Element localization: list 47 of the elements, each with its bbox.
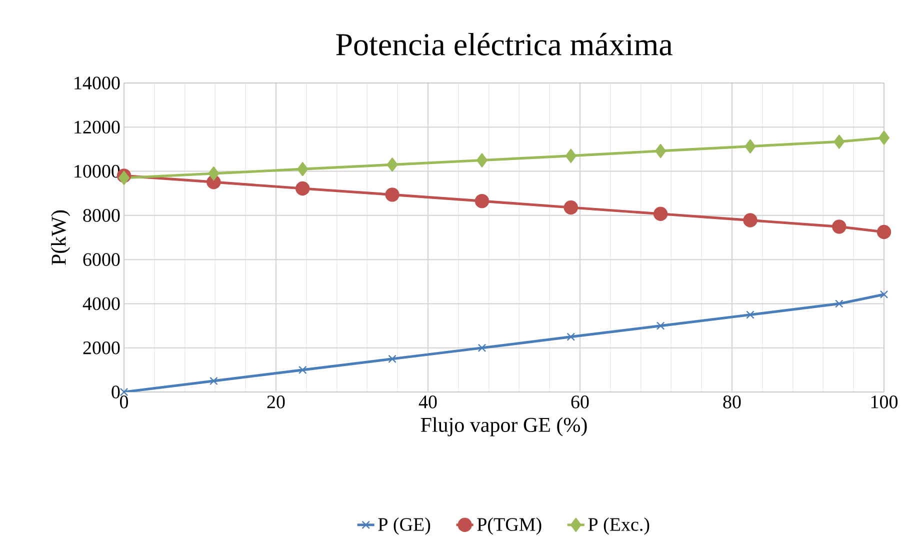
- point: [876, 224, 892, 240]
- point: [832, 220, 846, 234]
- point: [208, 166, 220, 181]
- point: [297, 162, 308, 176]
- y-tick-label: 12000: [74, 120, 120, 134]
- y-tick-label: 10000: [74, 164, 120, 178]
- point: [476, 153, 488, 168]
- x-tick-label: 80: [723, 396, 741, 408]
- x-tick-label: 0: [120, 396, 128, 408]
- y-tick-label: 8000: [83, 209, 120, 222]
- point: [474, 194, 490, 208]
- y-tick-label: 2000: [83, 341, 120, 354]
- point: [744, 139, 756, 154]
- legend-label: P(TGM): [477, 518, 542, 535]
- y-axis-title: P(kW): [51, 210, 70, 265]
- point: [118, 170, 130, 186]
- point: [656, 322, 665, 330]
- point: [386, 158, 398, 172]
- point: [835, 300, 844, 308]
- point: [880, 290, 888, 299]
- legend-label: P (GE): [378, 518, 430, 535]
- y-tick-label: 0: [112, 386, 120, 398]
- point: [653, 206, 668, 221]
- point: [746, 310, 754, 319]
- point: [834, 134, 845, 149]
- point: [878, 130, 890, 145]
- point: [743, 213, 758, 228]
- chart-title: Potencia eléctrica máxima: [336, 32, 672, 56]
- point: [478, 344, 486, 352]
- x-tick-label: 60: [571, 396, 589, 408]
- legend-label: P (Exc.): [588, 518, 650, 535]
- point: [210, 376, 218, 386]
- point: [296, 181, 310, 196]
- point: [298, 366, 307, 374]
- y-tick-label: 14000: [74, 76, 120, 90]
- point: [564, 200, 578, 215]
- point: [385, 188, 400, 202]
- y-tick-label: 6000: [83, 253, 120, 266]
- point: [655, 144, 666, 158]
- x-tick-label: 20: [267, 396, 285, 408]
- y-tick-label: 4000: [82, 297, 120, 310]
- x-axis-title: Flujo vapor GE (%): [420, 417, 587, 436]
- point: [566, 332, 576, 341]
- x-tick-label: 40: [418, 396, 437, 408]
- point: [565, 148, 576, 163]
- x-tick-label: 100: [871, 396, 898, 408]
- point: [388, 354, 396, 364]
